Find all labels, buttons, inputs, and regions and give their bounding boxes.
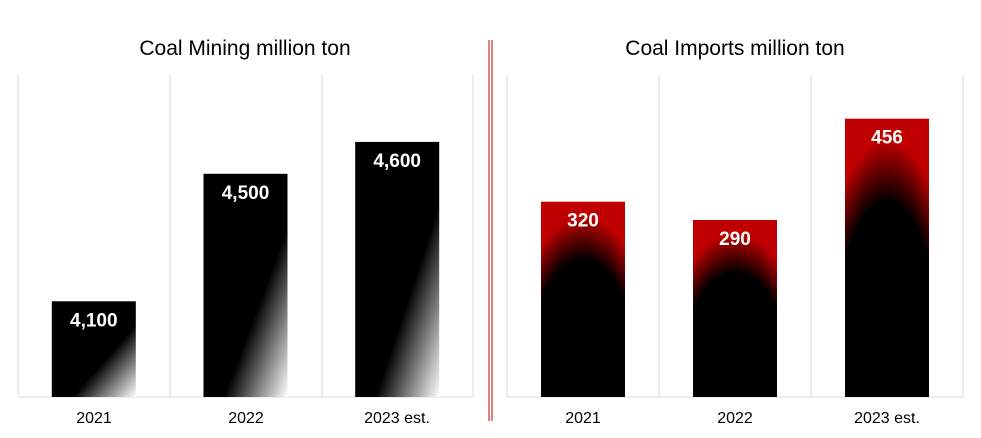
bar: [203, 173, 288, 397]
data-label: 456: [871, 128, 903, 149]
x-tick-labels: 2021 2022 2023 est.: [565, 410, 920, 427]
x-tick-label: 2023 est.: [854, 410, 920, 427]
bar: [355, 141, 440, 397]
data-label: 4,100: [70, 310, 118, 331]
data-label: 4,600: [373, 151, 421, 172]
chart-title: Coal Mining million ton: [139, 37, 350, 60]
bar: [541, 201, 625, 397]
bars: 4,100 4,500 4,600: [51, 141, 440, 397]
bar: [51, 301, 136, 397]
data-label: 4,500: [222, 183, 270, 204]
x-tick-label: 2023 est.: [364, 410, 430, 427]
data-label: 290: [719, 229, 751, 250]
x-tick-label: 2022: [228, 410, 264, 427]
chart-divider: [488, 40, 493, 421]
data-label: 320: [567, 211, 599, 232]
coal-imports-chart: Coal Imports million ton 320 290 456 2021 …: [506, 37, 964, 427]
bars: 320 290 456: [541, 118, 929, 397]
x-tick-label: 2021: [76, 410, 112, 427]
x-tick-labels: 2021 2022 2023 est.: [76, 410, 430, 427]
x-tick-label: 2022: [717, 410, 753, 427]
bar: [693, 220, 777, 397]
chart-title: Coal Imports million ton: [625, 37, 844, 60]
bar: [845, 118, 929, 397]
coal-mining-chart: Coal Mining million ton 4,1004,5004,600 …: [17, 37, 474, 427]
x-tick-label: 2021: [565, 410, 601, 427]
